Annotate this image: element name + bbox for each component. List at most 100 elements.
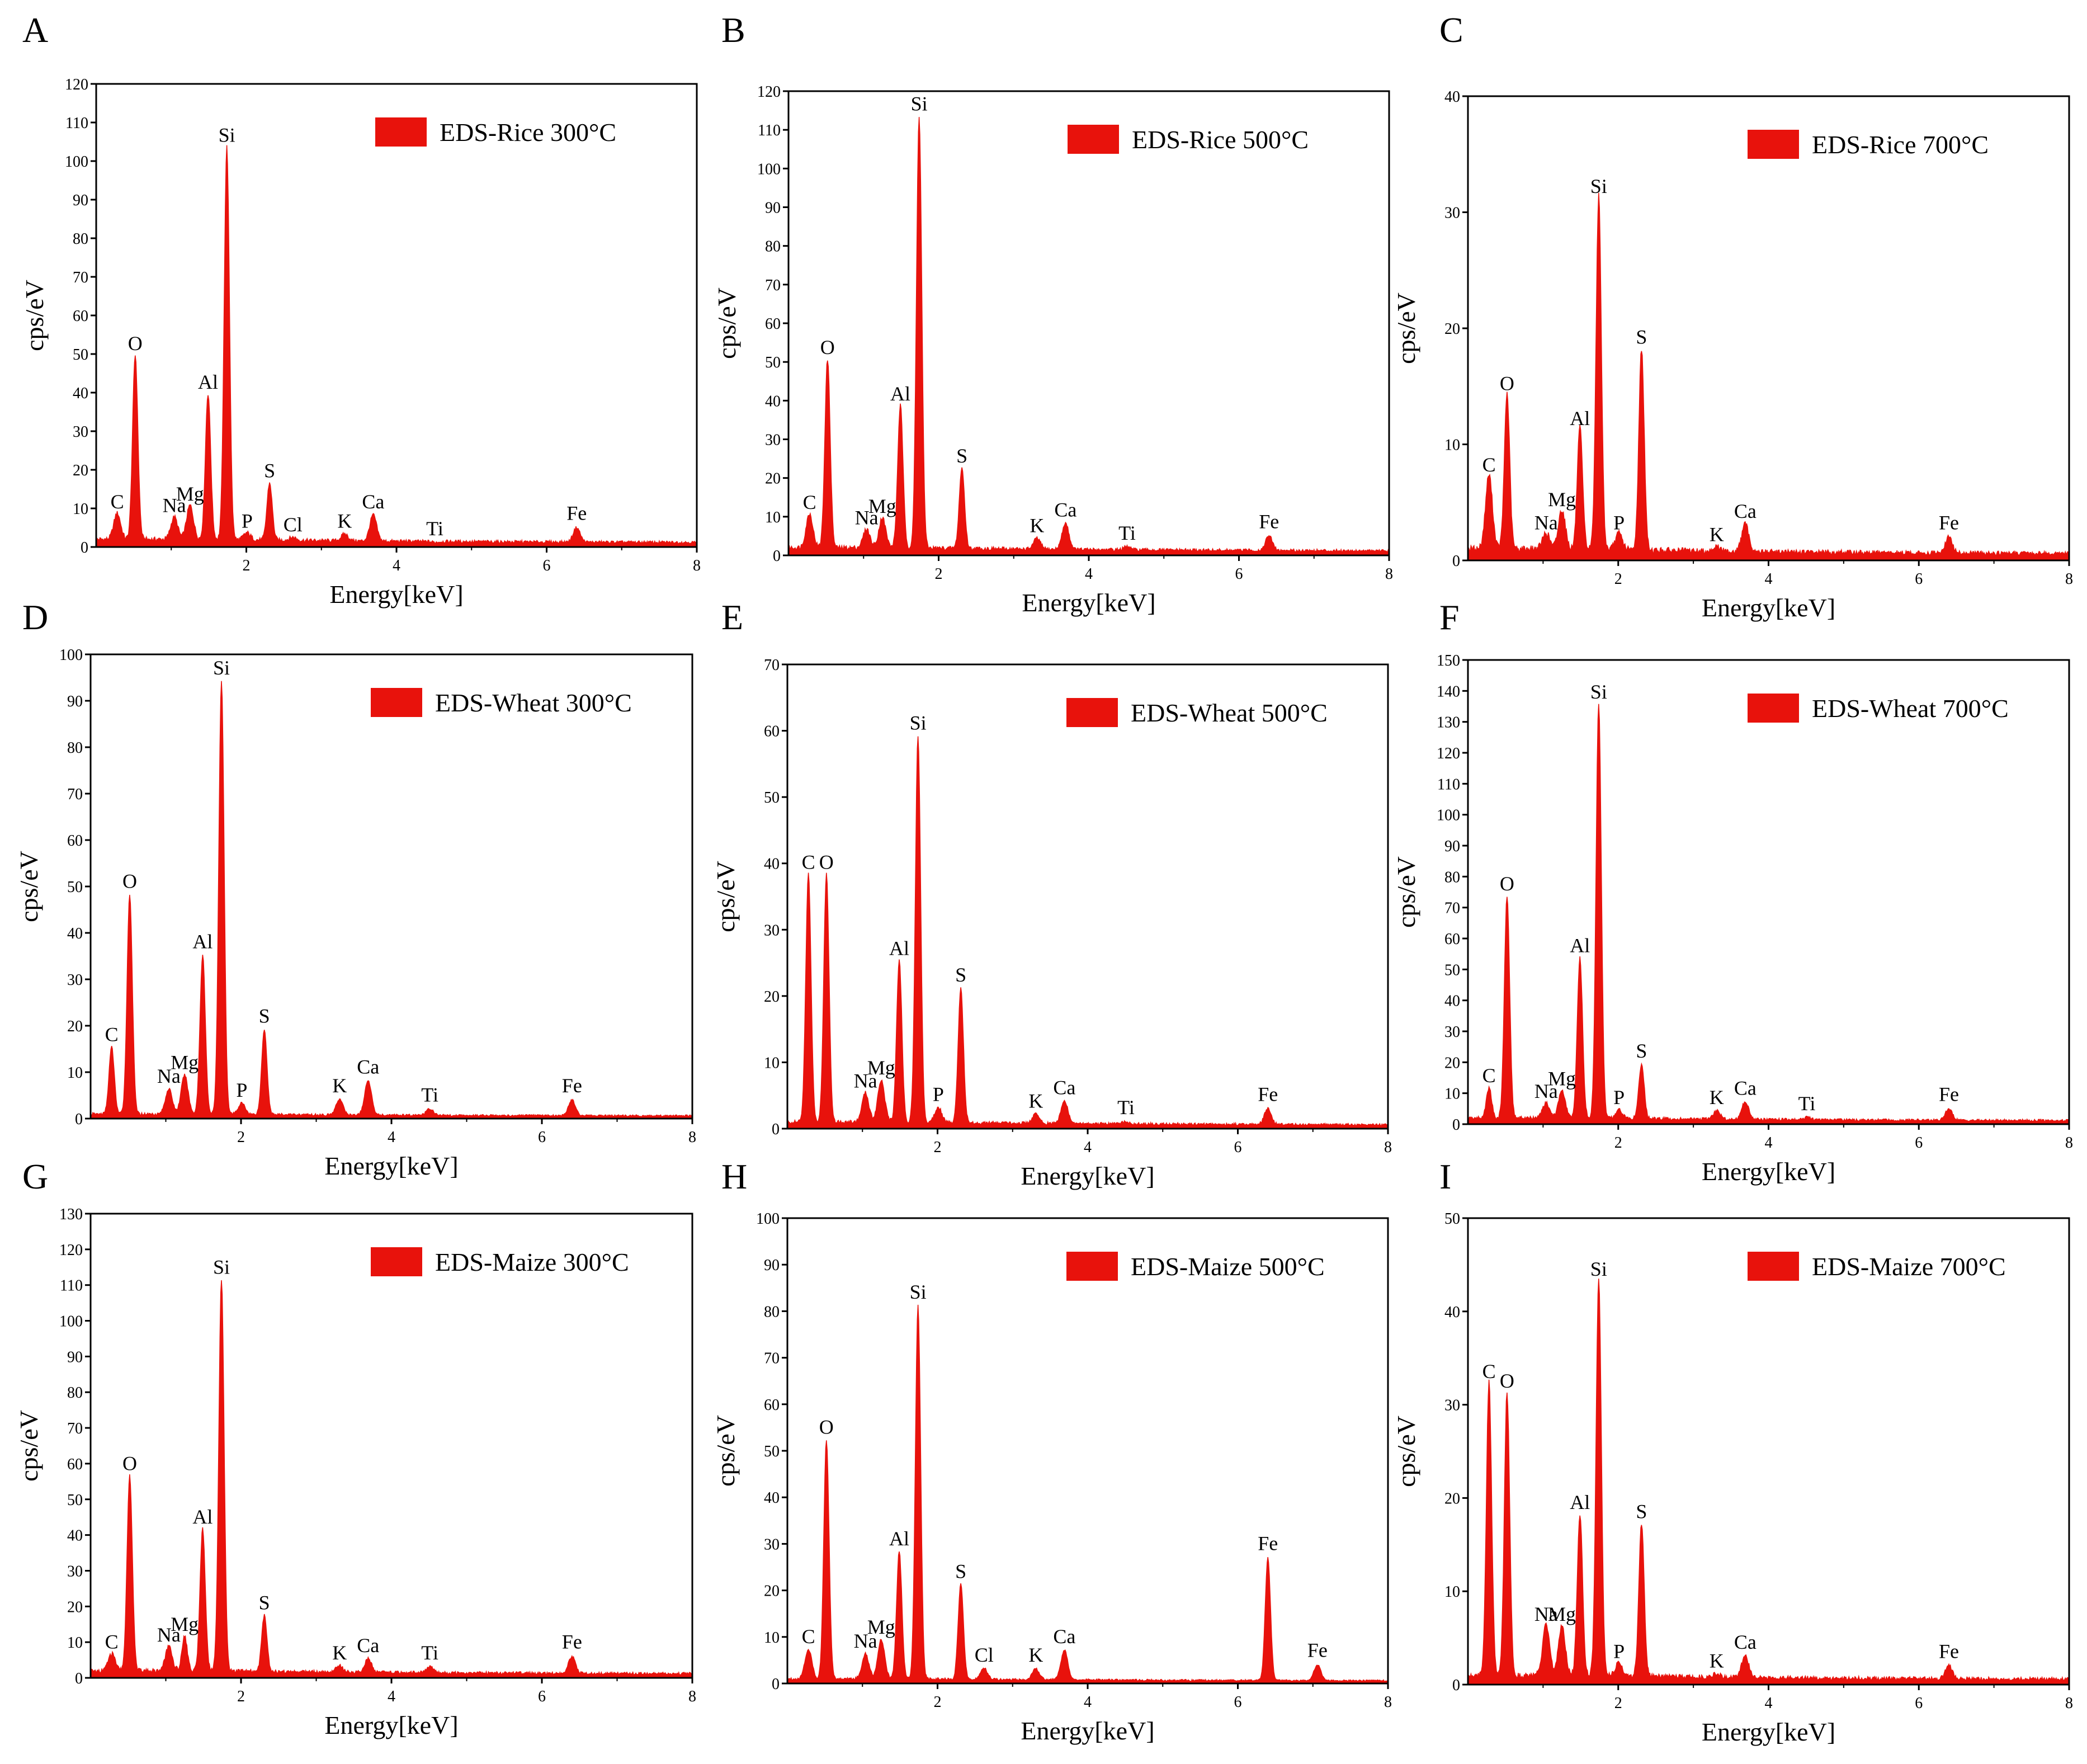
x-tick-label: 6 [1234,1139,1242,1156]
x-tick-label: 4 [1084,1694,1092,1711]
chart-panel-h: H 0 10 20 30 40 50 60 70 80 90 100 2 4 6 8 Energy[keV] cp… [711,1157,1392,1745]
peak-label-p: P [1613,512,1625,534]
x-tick-label: 8 [688,1688,696,1705]
y-tick-label: 50 [1444,961,1460,979]
y-tick-label: 60 [764,723,780,740]
chart-panel-b: B 0 10 20 30 40 50 60 70 80 90 100 110 120 2 4 6 8 Energy[… [712,10,1393,617]
x-tick-label: 6 [538,1129,546,1146]
y-tick-label: 0 [75,1111,83,1128]
spectrum-area [1467,192,2070,561]
x-tick-label: 8 [1385,565,1393,583]
y-tick-label: 60 [765,315,781,333]
peak-label-k: K [1710,1649,1724,1672]
chart-panel-a: A 0 10 20 30 40 50 60 70 80 90 100 110 120 2 4 6 8 Energy[… [20,10,701,609]
y-tick-label: 40 [1444,88,1460,106]
x-tick-label: 8 [693,557,701,574]
x-tick-label: 2 [237,1688,245,1705]
peak-label-fe: Fe [1258,1532,1278,1554]
peak-label-o: O [820,336,835,359]
y-tick-label: 50 [1444,1210,1460,1228]
peak-label-si: Si [213,657,230,679]
y-tick-label: 80 [67,1384,83,1402]
y-tick-label: 30 [67,971,83,989]
y-tick-label: 20 [1444,1490,1460,1507]
y-tick-label: 80 [764,1303,780,1320]
y-tick-label: 70 [67,1420,83,1437]
panel-letter: H [721,1157,747,1196]
peak-label-mg: Mg [867,1616,895,1638]
peak-label-s: S [955,964,966,986]
y-tick-label: 10 [764,1054,780,1072]
peak-label-s: S [956,445,967,467]
x-tick-label: 4 [388,1129,395,1146]
peak-label-p: P [236,1079,247,1101]
peak-label-na: Na [854,1630,877,1652]
x-axis-title: Energy[keV] [1702,593,1835,622]
y-tick-label: 100 [65,153,88,171]
peak-label-al: Al [1570,407,1590,430]
x-axis-title: Energy[keV] [324,1711,458,1739]
peak-label-s: S [259,1591,270,1614]
peak-label-ti: Ti [421,1083,438,1106]
peak-label-al: Al [889,937,909,960]
spectrum-area [1467,704,2070,1125]
peak-label-p: P [933,1083,944,1105]
spectrum-area [96,145,697,548]
y-tick-label: 70 [764,1350,780,1367]
y-tick-label: 50 [67,1492,83,1509]
x-tick-label: 4 [1765,1695,1773,1712]
y-axis-title: cps/eV [15,851,43,922]
peak-label-mg: Mg [171,1051,199,1073]
y-tick-label: 90 [1444,838,1460,855]
x-tick-label: 4 [1765,570,1773,588]
legend-swatch [1748,130,1799,159]
legend-label: EDS-Wheat 300°C [435,688,632,717]
y-axis-title: cps/eV [711,1415,740,1487]
peak-label-si: Si [910,711,927,734]
peak-label-fe: Fe [1259,510,1279,532]
peak-label-p: P [1613,1086,1625,1109]
y-tick-label: 20 [73,462,88,479]
y-tick-label: 10 [765,509,781,526]
x-tick-label: 2 [935,565,943,583]
x-tick-label: 2 [1614,570,1622,588]
y-tick-label: 40 [73,385,88,402]
y-tick-label: 40 [67,1527,83,1545]
plot-frame [89,1213,693,1679]
y-tick-label: 30 [73,423,88,441]
peak-label-c: C [803,491,816,513]
y-tick-label: 140 [1437,683,1460,700]
y-tick-label: 30 [1444,1397,1460,1414]
peak-label-fe: Fe [1307,1639,1328,1662]
y-tick-label: 40 [1444,1304,1460,1321]
peak-label-na: Na [157,1624,181,1646]
peak-label-si: Si [219,124,235,146]
peak-label-na: Na [855,507,879,529]
y-tick-label: 110 [1437,776,1460,793]
y-axis-title: cps/eV [712,287,741,359]
peak-label-ca: Ca [1734,500,1757,522]
y-tick-label: 80 [765,238,781,256]
peak-label-ca: Ca [357,1056,379,1078]
y-tick-label: 50 [765,354,781,371]
y-tick-label: 30 [1444,205,1460,222]
peak-label-s: S [1636,326,1647,348]
x-tick-label: 6 [1234,1694,1242,1711]
y-axis-title: cps/eV [15,1410,43,1482]
y-tick-label: 120 [59,1242,83,1259]
legend-swatch [371,1247,422,1276]
peak-label-c: C [802,851,815,873]
peak-label-s: S [955,1560,966,1582]
x-tick-label: 6 [538,1688,546,1705]
y-tick-label: 0 [75,1670,83,1687]
x-tick-label: 8 [688,1129,696,1146]
y-tick-label: 0 [773,548,781,565]
legend-label: EDS-Wheat 500°C [1131,699,1328,727]
y-tick-label: 60 [764,1397,780,1414]
peak-label-k: K [1028,1089,1043,1112]
plot-frame [787,90,1390,556]
peak-label-ti: Ti [1117,1096,1135,1119]
x-tick-label: 6 [1915,570,1923,588]
y-tick-label: 130 [1437,714,1460,732]
peak-label-c: C [802,1625,815,1648]
